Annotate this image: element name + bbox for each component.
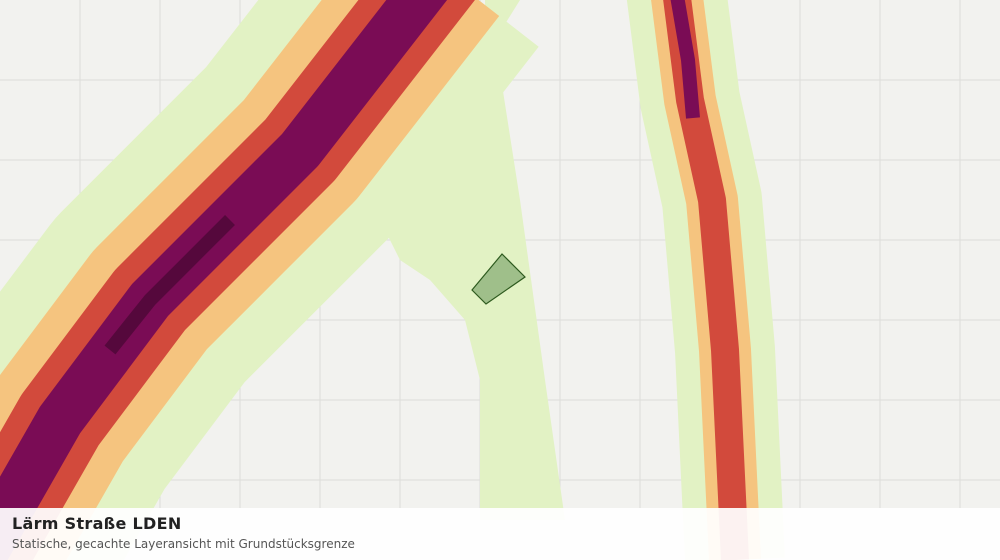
road-vertical [626, 0, 785, 560]
map-subtitle: Statische, gecachte Layeransicht mit Gru… [12, 537, 355, 551]
map-title: Lärm Straße LDEN [12, 514, 182, 533]
caption: Lärm Straße LDEN Statische, gecachte Lay… [0, 508, 1000, 560]
parcel-boundary [471, 253, 526, 305]
road-diagonal [0, 0, 539, 560]
